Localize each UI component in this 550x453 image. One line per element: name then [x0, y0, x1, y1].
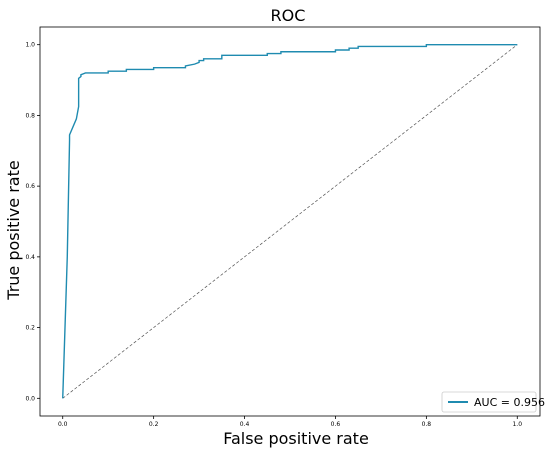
x-axis-title: False positive rate	[223, 429, 369, 448]
y-tick-label: 0.2	[25, 325, 35, 332]
legend-box	[441, 391, 537, 413]
y-axis-title: True positive rate	[4, 160, 23, 300]
y-tick-label: 0.6	[25, 183, 35, 190]
y-tick-label: 0.8	[25, 112, 35, 119]
legend-label: AUC = 0.956	[474, 396, 545, 409]
x-tick-label: 0.8	[422, 421, 432, 428]
legend: AUC = 0.956	[441, 391, 545, 413]
roc-curve-line	[62, 43, 518, 399]
y-tick-label: 1.0	[25, 42, 35, 49]
x-tick-label: 0.6	[331, 421, 341, 428]
y-tick-label: 0.4	[25, 254, 35, 261]
x-tick-label: 0.4	[240, 421, 250, 428]
chance-diagonal-line	[62, 44, 518, 399]
x-tick-label: 1.0	[512, 421, 522, 428]
plot-frame	[39, 26, 541, 417]
plot-area: 0.0 0.2 0.4 0.6 0.8 1.0 0.0 0.2 0.4 0.6 0.8 1.0	[25, 26, 541, 428]
y-tick-label: 0.0	[25, 395, 35, 402]
chart-title: ROC	[271, 6, 306, 25]
x-tick-label: 0.0	[58, 421, 68, 428]
x-tick-label: 0.2	[149, 421, 159, 428]
